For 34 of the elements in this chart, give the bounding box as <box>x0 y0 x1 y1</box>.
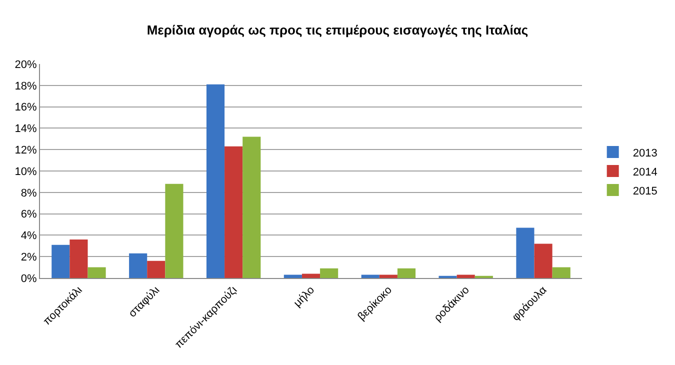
legend-label: 2013 <box>632 147 658 160</box>
bar <box>52 244 70 278</box>
y-tick-label: 6% <box>20 208 38 221</box>
bar <box>302 274 320 278</box>
chart-title: Μερίδια αγοράς ως προς τις επιμέρους εισαγωγές της Ιταλίας <box>146 22 528 38</box>
bar <box>397 268 416 278</box>
y-tick-label: 12% <box>14 144 38 156</box>
y-tick-label: 18% <box>14 80 38 92</box>
y-tick-label: 0% <box>20 272 38 285</box>
bar <box>456 274 475 278</box>
bar <box>88 267 106 278</box>
legend-label: 2015 <box>632 185 658 198</box>
bar <box>224 146 243 278</box>
bar <box>379 274 398 278</box>
y-tick-label: 16% <box>14 102 38 114</box>
y-tick-label: 10% <box>14 166 38 178</box>
bar <box>320 268 338 278</box>
y-tick-label: 8% <box>20 187 38 200</box>
y-tick-label: 20% <box>14 58 38 71</box>
bar <box>284 274 302 278</box>
legend-label: 2014 <box>632 166 658 178</box>
bar <box>147 260 166 278</box>
y-tick-label: 14% <box>14 123 38 136</box>
bar <box>361 274 380 278</box>
bar <box>552 267 570 278</box>
bar <box>516 228 534 278</box>
bar <box>206 84 225 278</box>
bar <box>242 136 261 278</box>
bar <box>129 253 148 278</box>
bar <box>534 244 552 278</box>
bar <box>165 184 184 278</box>
y-tick-label: 4% <box>20 230 38 242</box>
y-tick-label: 2% <box>20 251 38 264</box>
bar <box>70 239 88 278</box>
